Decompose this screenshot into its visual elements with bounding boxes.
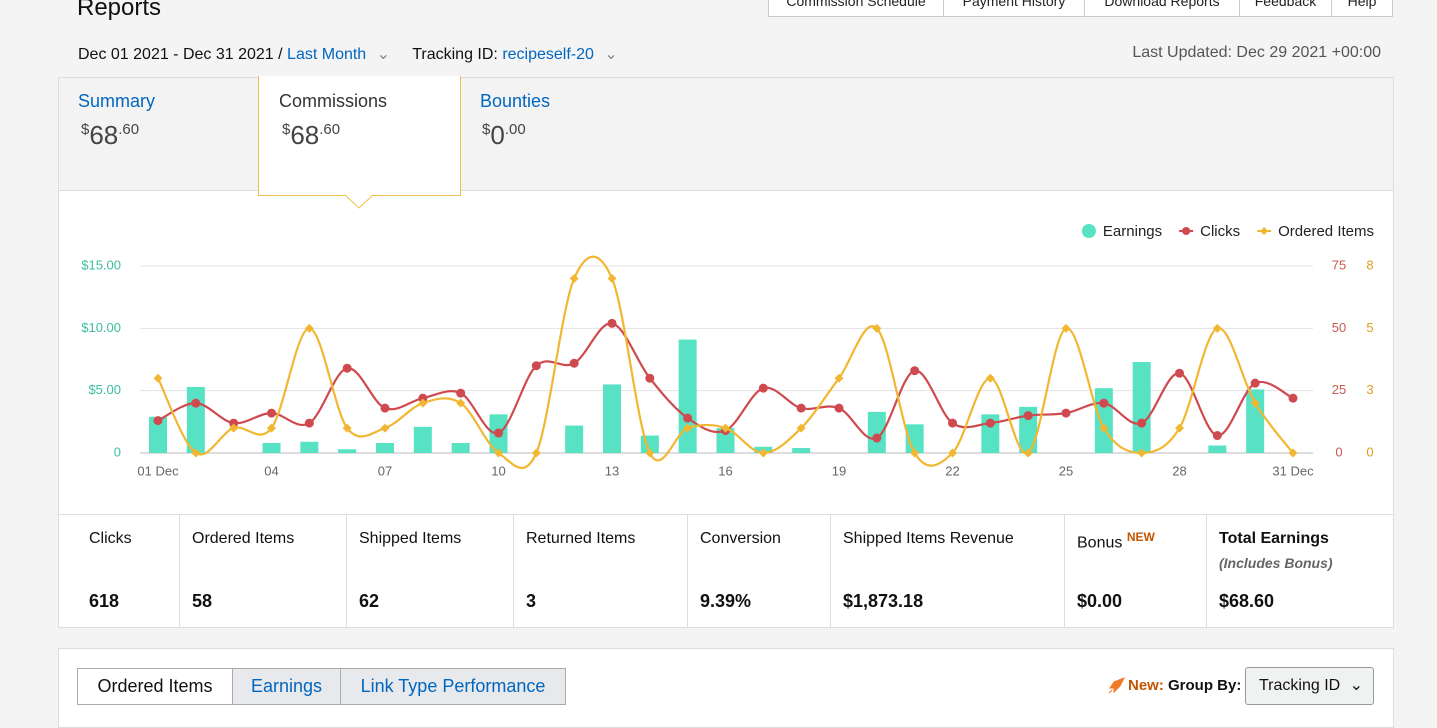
whole: 68: [89, 120, 119, 150]
new-label: New:: [1128, 677, 1164, 694]
report-tab[interactable]: Link Type Performance: [340, 668, 566, 705]
divider: [59, 514, 1393, 515]
stat: Bonus NEW $0.00: [1065, 515, 1207, 627]
nav-button[interactable]: Commission Schedule: [768, 0, 944, 17]
stat: Returned Items 3: [514, 515, 688, 627]
amount: $68.60: [282, 120, 340, 151]
group-select[interactable]: Tracking ID ⌄: [1245, 667, 1374, 705]
stat: Clicks 618: [58, 515, 180, 627]
stat-label: Clicks: [89, 530, 132, 547]
rocket-icon: [1108, 677, 1126, 694]
stat-sublabel: (Includes Bonus): [1219, 555, 1333, 571]
page: Reports Commission Schedule Payment Hist…: [58, 0, 1394, 728]
stat-label: Shipped Items: [359, 530, 462, 547]
new-badge: NEW: [1126, 530, 1155, 544]
stat: Shipped Items 62: [347, 515, 514, 627]
summary-tab[interactable]: Bounties: [480, 91, 551, 111]
amount: $0.00: [482, 120, 526, 151]
nav-button[interactable]: Payment History: [943, 0, 1085, 17]
stat-value: $0.00: [1077, 591, 1123, 611]
cents: .00: [504, 121, 526, 138]
currency: $: [482, 121, 491, 138]
stat-label: Shipped Items Revenue: [843, 530, 1014, 547]
stat-value: $68.60: [1219, 591, 1275, 611]
stat-value: 3: [526, 591, 537, 611]
summary-tab[interactable]: Commissions: [279, 91, 388, 111]
report-tab[interactable]: Ordered Items: [77, 668, 233, 705]
stat: Total Earnings (Includes Bonus) $68.60: [1207, 515, 1393, 627]
summary-tab[interactable]: Summary: [78, 91, 156, 111]
nav-button[interactable]: Download Reports: [1084, 0, 1240, 17]
stat-label: Conversion: [700, 530, 781, 547]
stat: Ordered Items 58: [180, 515, 347, 627]
label-text: Bonus: [1077, 534, 1123, 552]
select-value: Tracking ID: [1259, 677, 1341, 694]
whole: 0: [490, 120, 505, 150]
chevron: ⌄: [1349, 677, 1363, 694]
cents: .60: [319, 121, 341, 138]
tab-pointer: [344, 194, 374, 209]
stat-value: 618: [89, 591, 120, 611]
date-row: Dec 01 2021 - Dec 31 2021 / Last Month ⌄…: [78, 44, 618, 64]
stat-value: 58: [192, 591, 213, 611]
group-label: Group By:: [1168, 677, 1242, 694]
stat-label: Total Earnings: [1219, 530, 1329, 547]
tracking-select[interactable]: recipeself-20: [502, 46, 594, 63]
stat-value: $1,873.18: [843, 591, 924, 611]
amount: $68.60: [81, 120, 139, 151]
stat-label: Bonus NEW: [1077, 530, 1155, 552]
chevron: ⌄: [604, 46, 618, 63]
page-title: Reports: [77, 0, 162, 21]
chevron: ⌄: [376, 46, 391, 63]
whole: 68: [290, 120, 320, 150]
last-updated: Last Updated: Dec 29 2021 +00:00: [1132, 44, 1381, 61]
stat-label: Returned Items: [526, 530, 636, 547]
currency: $: [282, 121, 291, 138]
stat: Shipped Items Revenue $1,873.18: [831, 515, 1065, 627]
separator: /: [278, 46, 283, 63]
stat: Conversion 9.39%: [688, 515, 831, 627]
nav-button[interactable]: Feedback: [1239, 0, 1332, 17]
group-by: New: Group By:: [1128, 677, 1241, 694]
date-range: Dec 01 2021 - Dec 31 2021: [78, 46, 274, 63]
stat-value: 9.39%: [700, 591, 752, 611]
nav-button[interactable]: Help: [1331, 0, 1393, 17]
stat-label: Ordered Items: [192, 530, 295, 547]
period-select[interactable]: Last Month: [287, 46, 367, 63]
currency: $: [81, 121, 90, 138]
cents: .60: [118, 121, 140, 138]
tracking-label: Tracking ID:: [412, 46, 498, 63]
report-tab[interactable]: Earnings: [232, 668, 341, 705]
stat-value: 62: [359, 591, 380, 611]
